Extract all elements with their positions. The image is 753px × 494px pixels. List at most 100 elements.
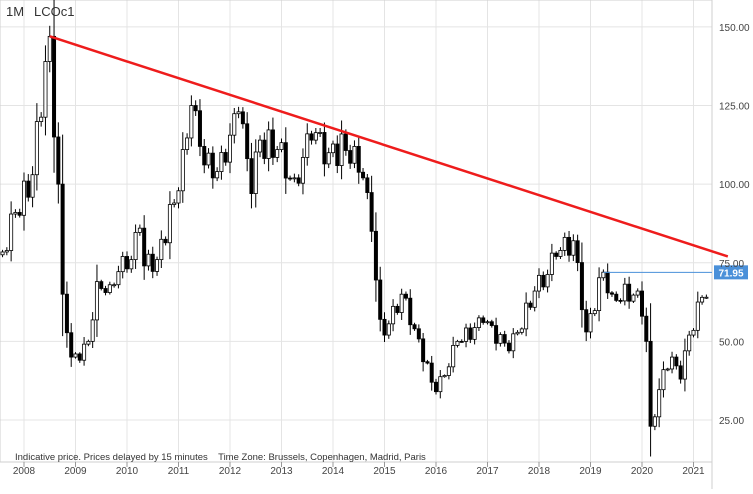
y-tick-label: 50.00 (719, 337, 744, 348)
candle-up (511, 333, 516, 352)
candle-up (159, 238, 164, 261)
y-tick-label: 125.00 (719, 102, 750, 113)
candle-down (403, 293, 408, 299)
candle-down (245, 123, 250, 160)
candle-down (614, 293, 619, 301)
candle-up (129, 259, 134, 270)
x-tick-label: 2011 (168, 466, 190, 477)
candle-up (279, 142, 284, 150)
candle-down (412, 324, 417, 330)
candle-down (103, 288, 108, 293)
candle-down (309, 133, 314, 141)
candle-up (180, 149, 185, 192)
candle-down (605, 271, 610, 294)
candle-down (644, 315, 649, 342)
candle-down (627, 283, 632, 302)
candle-up (172, 202, 177, 205)
candle-up (0, 251, 5, 256)
trendline[interactable] (49, 35, 729, 258)
candle-up (695, 301, 700, 331)
x-tick-label: 2012 (219, 466, 242, 477)
candle-down (378, 279, 383, 320)
candle-up (133, 232, 138, 261)
candle-up (176, 190, 181, 204)
candle-down (270, 129, 275, 158)
candle-up (185, 137, 190, 150)
candle-down (249, 158, 254, 194)
candle-down (481, 317, 486, 323)
candle-down (369, 192, 374, 232)
candle-down (64, 293, 69, 334)
candle-up (90, 319, 95, 342)
candle-down (416, 328, 421, 340)
candle-down (283, 142, 288, 179)
candle-up (352, 146, 357, 164)
candle-up (704, 296, 709, 299)
candle-up (451, 345, 456, 368)
candle-down (429, 362, 434, 383)
candle-up (236, 111, 241, 115)
candle-down (502, 334, 507, 344)
candle-down (575, 240, 580, 263)
candle-up (661, 369, 666, 391)
candle-up (562, 236, 567, 251)
candle-up (86, 340, 91, 345)
candle-up (652, 416, 657, 427)
x-tick-label: 2019 (579, 466, 602, 477)
candle-down (348, 150, 353, 164)
candle-down (60, 183, 65, 295)
candle-up (399, 293, 404, 313)
candle-up (588, 313, 593, 333)
candle-up (592, 310, 597, 315)
candle-up (442, 375, 447, 378)
candle-down (459, 340, 464, 343)
x-axis: 2008 2009 2010 2011 2012 2013 2014 2015 2016 2017… (13, 462, 705, 477)
candle-down (554, 252, 559, 257)
candle-up (622, 283, 627, 302)
candle-up (330, 143, 335, 154)
candle-down (395, 305, 400, 313)
x-tick-label: 2021 (682, 466, 705, 477)
candle-up (472, 327, 477, 340)
candle-up (232, 113, 237, 136)
y-tick-label: 150.00 (719, 23, 750, 34)
candle-up (464, 327, 469, 342)
candle-down (361, 171, 366, 179)
candle-down (69, 332, 74, 358)
candle-up (446, 366, 451, 376)
candle-down (541, 274, 546, 288)
last-price-badge (714, 265, 748, 280)
candle-up (515, 331, 520, 335)
x-tick-label: 2016 (425, 466, 448, 477)
candle-up (120, 256, 125, 273)
x-tick-label: 2010 (116, 466, 139, 477)
x-tick-label: 2018 (528, 466, 551, 477)
x-tick-label: 2009 (64, 466, 87, 477)
candle-up (227, 134, 232, 163)
candle-down (17, 212, 22, 216)
candle-down (202, 146, 207, 166)
candle-down (584, 309, 589, 333)
candle-up (682, 350, 687, 380)
timeframe-label[interactable]: 1M (6, 4, 24, 19)
grid-lines (0, 0, 712, 462)
candle-down (197, 110, 202, 147)
candle-up (253, 151, 258, 194)
candle-up (137, 227, 142, 233)
candle-down (163, 238, 168, 244)
candle-up (631, 294, 636, 302)
candle-up (300, 157, 305, 184)
candle-up (73, 353, 78, 358)
candle-down (618, 299, 623, 302)
candle-up (155, 259, 160, 272)
candle-down (433, 381, 438, 393)
candle-up (305, 133, 310, 158)
candle-down (365, 177, 370, 193)
candle-up (455, 340, 460, 346)
candle-down (99, 281, 104, 289)
candle-up (206, 152, 211, 166)
candle-up (34, 121, 39, 176)
candle-up (524, 302, 529, 330)
symbol-label[interactable]: LCOc1 (34, 4, 74, 19)
